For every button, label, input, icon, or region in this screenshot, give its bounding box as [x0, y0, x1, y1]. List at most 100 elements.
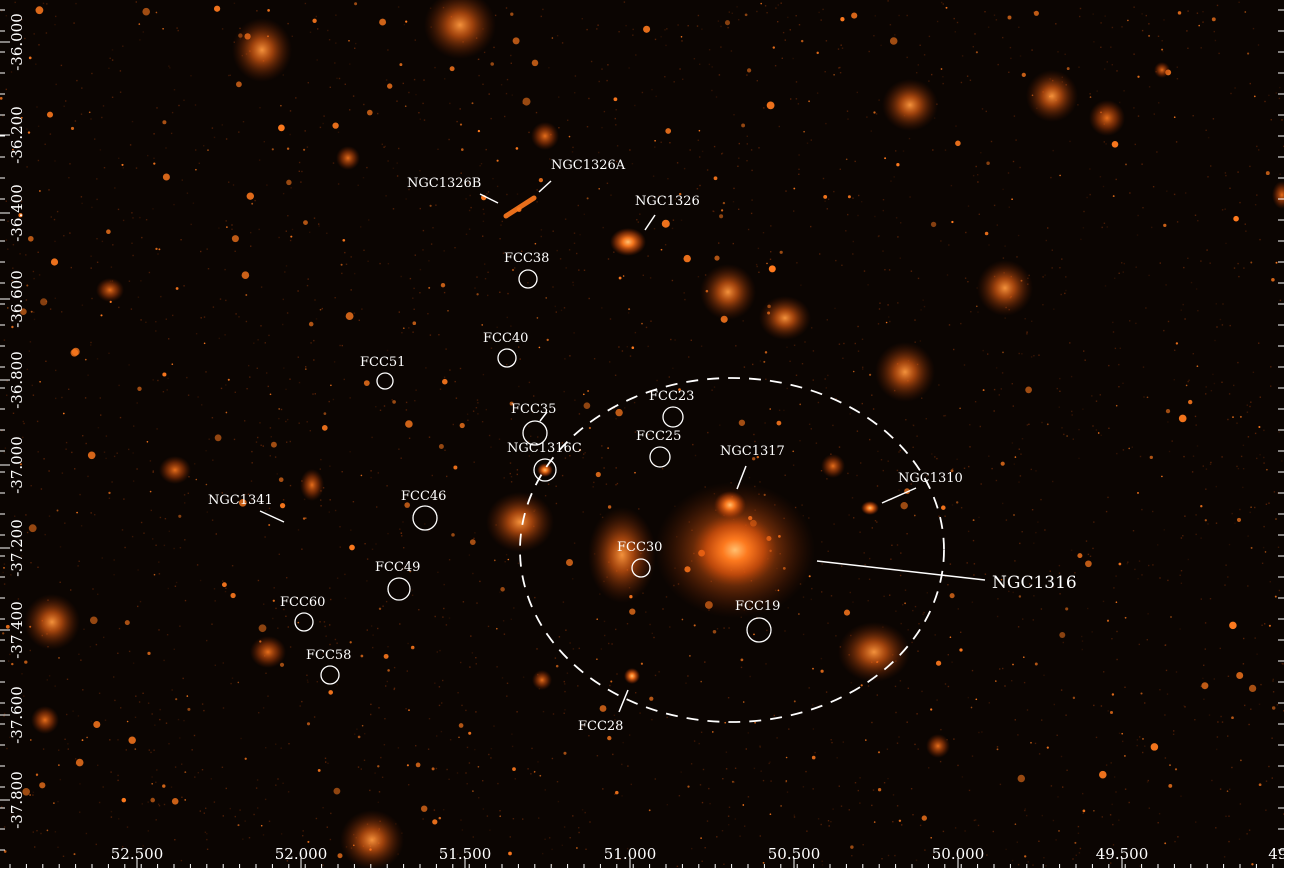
- label-fcc23: FCC23: [649, 389, 694, 404]
- noise-speck: [841, 565, 843, 567]
- noise-speck: [111, 481, 113, 483]
- noise-speck: [1192, 115, 1194, 117]
- noise-speck: [242, 838, 244, 840]
- noise-speck: [370, 625, 373, 627]
- noise-speck: [1152, 510, 1154, 513]
- noise-speck: [306, 146, 309, 148]
- noise-speck: [979, 425, 981, 428]
- noise-speck: [723, 627, 725, 629]
- star: [618, 276, 622, 280]
- noise-speck: [578, 647, 580, 650]
- noise-speck: [25, 299, 28, 301]
- noise-speck: [1122, 740, 1124, 743]
- noise-speck: [678, 795, 681, 797]
- noise-speck: [953, 738, 955, 740]
- noise-speck: [1221, 456, 1223, 458]
- noise-speck: [1111, 64, 1113, 66]
- noise-speck: [14, 1, 16, 4]
- noise-speck: [1147, 779, 1149, 782]
- noise-speck: [960, 322, 962, 325]
- star: [940, 68, 943, 70]
- noise-speck: [738, 19, 740, 21]
- noise-speck: [790, 98, 792, 100]
- noise-speck: [422, 818, 424, 820]
- noise-speck: [838, 343, 841, 345]
- star: [772, 46, 775, 49]
- noise-speck: [566, 672, 569, 674]
- star: [1013, 514, 1015, 516]
- noise-speck: [915, 859, 918, 861]
- star: [756, 455, 760, 459]
- star: [1089, 96, 1092, 98]
- noise-speck: [23, 695, 25, 697]
- noise-speck: [1207, 176, 1209, 178]
- star: [930, 708, 933, 711]
- noise-speck: [1064, 53, 1066, 55]
- star: [366, 109, 373, 116]
- noise-speck: [467, 182, 470, 184]
- noise-speck: [842, 741, 844, 743]
- noise-speck: [549, 837, 551, 839]
- noise-speck: [802, 633, 805, 636]
- noise-speck: [404, 566, 406, 568]
- noise-speck: [642, 592, 644, 594]
- noise-speck: [120, 707, 122, 709]
- star: [1173, 116, 1176, 119]
- noise-speck: [398, 448, 400, 450]
- noise-speck: [398, 147, 400, 150]
- noise-speck: [1075, 854, 1077, 856]
- noise-speck: [1086, 196, 1088, 199]
- noise-speck: [1002, 257, 1005, 259]
- noise-speck: [386, 680, 388, 683]
- star: [793, 187, 796, 190]
- noise-speck: [704, 661, 706, 663]
- noise-speck: [329, 838, 332, 841]
- noise-speck: [568, 249, 571, 251]
- noise-speck: [1156, 151, 1158, 153]
- noise-speck: [1204, 622, 1207, 624]
- noise-speck: [109, 739, 111, 741]
- noise-speck: [789, 29, 791, 31]
- noise-speck: [145, 321, 147, 323]
- noise-speck: [497, 782, 499, 785]
- noise-speck: [334, 509, 337, 512]
- noise-speck: [867, 284, 869, 286]
- noise-speck: [942, 76, 944, 78]
- noise-speck: [1096, 90, 1098, 92]
- star: [237, 824, 240, 827]
- noise-speck: [584, 720, 586, 723]
- noise-speck: [341, 471, 343, 473]
- noise-speck: [301, 170, 303, 173]
- noise-speck: [967, 205, 970, 207]
- noise-speck: [537, 436, 539, 438]
- noise-speck: [597, 24, 599, 26]
- noise-speck: [1278, 431, 1280, 433]
- noise-speck: [1205, 386, 1207, 388]
- noise-speck: [419, 118, 421, 120]
- star: [1046, 746, 1049, 749]
- noise-speck: [953, 17, 955, 20]
- noise-speck: [747, 228, 750, 231]
- star: [26, 284, 29, 287]
- noise-speck: [439, 388, 442, 390]
- noise-speck: [1056, 387, 1058, 390]
- blob-bottom-mid: [532, 670, 552, 690]
- noise-speck: [716, 628, 719, 630]
- noise-speck: [118, 627, 121, 630]
- noise-speck: [882, 469, 884, 472]
- noise-speck: [274, 456, 277, 458]
- noise-speck: [551, 757, 554, 760]
- noise-speck: [1238, 838, 1241, 840]
- star: [3, 567, 5, 569]
- noise-speck: [1186, 30, 1188, 32]
- noise-speck: [874, 15, 876, 17]
- noise-speck: [509, 462, 512, 464]
- noise-speck: [765, 663, 767, 665]
- star: [342, 238, 346, 242]
- noise-speck: [1060, 689, 1063, 691]
- star: [360, 654, 364, 658]
- noise-speck: [782, 857, 784, 859]
- star: [1106, 619, 1110, 622]
- noise-speck: [1110, 862, 1112, 864]
